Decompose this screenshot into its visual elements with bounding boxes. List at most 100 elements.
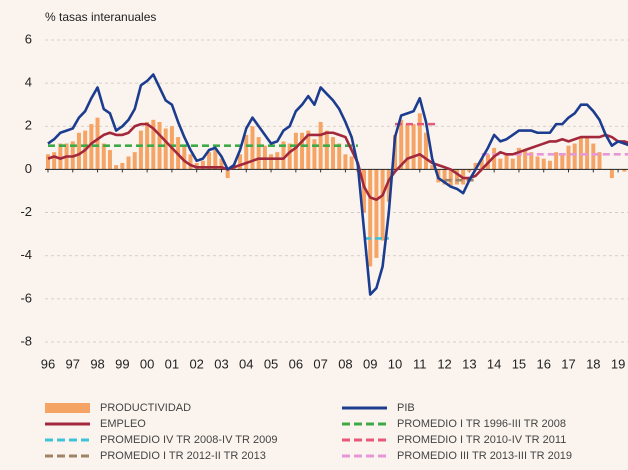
legend-label: PROMEDIO III TR 2013-III TR 2019 (397, 450, 572, 462)
bar (132, 152, 137, 170)
bar (269, 154, 274, 170)
bar (138, 130, 143, 170)
bar (529, 152, 534, 170)
x-tick-label: 01 (165, 356, 179, 371)
bar (423, 132, 428, 170)
bar (399, 119, 404, 170)
bar (188, 154, 193, 170)
bar (547, 160, 552, 170)
x-tick-label: 11 (413, 356, 427, 371)
bar (417, 113, 422, 170)
x-tick-label: 17 (561, 356, 575, 371)
bar (374, 169, 379, 258)
bar (504, 154, 509, 170)
legend-label: PROMEDIO I TR 2010-IV TR 2011 (397, 434, 566, 446)
bar (523, 150, 528, 170)
bar (250, 126, 255, 170)
bar (430, 165, 435, 170)
bar (300, 132, 305, 170)
bar (126, 156, 131, 170)
bar (163, 128, 168, 170)
x-tick-label: 97 (66, 356, 80, 371)
bar (467, 169, 472, 172)
x-tick-label: 16 (536, 356, 550, 371)
bar (318, 121, 323, 170)
bar (182, 145, 187, 170)
x-tick-label: 07 (313, 356, 327, 371)
bar (442, 169, 447, 185)
bar (324, 130, 329, 170)
x-tick-label: 15 (512, 356, 526, 371)
bar (362, 169, 367, 213)
bar (622, 169, 627, 172)
x-tick-label: 03 (214, 356, 228, 371)
bar (405, 124, 410, 170)
bar (554, 152, 559, 170)
y-tick-label: 2 (25, 118, 32, 133)
legend-label: PROMEDIO I TR 1996-III TR 2008 (397, 418, 566, 430)
bar (380, 169, 385, 241)
bar (591, 143, 596, 170)
bar (207, 152, 212, 170)
x-tick-label: 12 (437, 356, 451, 371)
bar (498, 158, 503, 170)
y-tick-label: -6 (20, 290, 32, 305)
legend-label: PRODUCTIVIDAD (100, 402, 191, 414)
line (47, 122, 628, 201)
bar (107, 150, 112, 170)
x-tick-label: 98 (90, 356, 104, 371)
y-tick-label: -4 (20, 247, 32, 262)
bar (516, 147, 521, 170)
bar (256, 137, 261, 170)
bar (560, 154, 565, 170)
bar (281, 141, 286, 170)
x-tick-label: 08 (338, 356, 352, 371)
bar (76, 132, 81, 170)
legend-label: PIB (397, 402, 415, 414)
y-tick-label: 4 (25, 75, 32, 90)
x-tick-label: 04 (239, 356, 253, 371)
x-tick-label: 00 (140, 356, 154, 371)
bar (566, 145, 571, 170)
bar (343, 154, 348, 170)
x-tick-label: 96 (41, 356, 55, 371)
legend-swatch (45, 403, 90, 413)
bar (200, 160, 205, 170)
bar (114, 165, 119, 170)
y-tick-label: -8 (20, 333, 32, 348)
y-tick-label: 0 (25, 161, 32, 176)
x-tick-label: 05 (264, 356, 278, 371)
bar (479, 158, 484, 170)
y-axis-label: % tasas interanuales (45, 10, 156, 24)
bar (386, 169, 391, 202)
legend-label: PROMEDIO I TR 2012-II TR 2013 (100, 450, 266, 462)
bar (219, 158, 224, 170)
bar (572, 143, 577, 170)
bar (244, 134, 249, 170)
bar (337, 143, 342, 170)
bar (454, 169, 459, 185)
legend-label: PROMEDIO IV TR 2008-IV TR 2009 (100, 434, 278, 446)
x-tick-label: 09 (363, 356, 377, 371)
bar (448, 169, 453, 187)
x-tick-label: 99 (115, 356, 129, 371)
x-tick-label: 10 (388, 356, 402, 371)
bar (213, 150, 218, 170)
y-tick-label: 6 (25, 31, 32, 46)
x-tick-label: 19 (611, 356, 625, 371)
bar (58, 143, 63, 170)
bar (238, 154, 243, 170)
bar (492, 147, 497, 170)
bar (312, 139, 317, 170)
bar (225, 169, 230, 179)
legend-label: EMPLEO (100, 418, 146, 430)
bar (541, 158, 546, 170)
bar (52, 152, 57, 170)
bar (597, 152, 602, 170)
bar (101, 143, 106, 170)
y-tick-label: -2 (20, 204, 32, 219)
bar (275, 152, 280, 170)
bar (349, 156, 354, 170)
bar (473, 162, 478, 170)
